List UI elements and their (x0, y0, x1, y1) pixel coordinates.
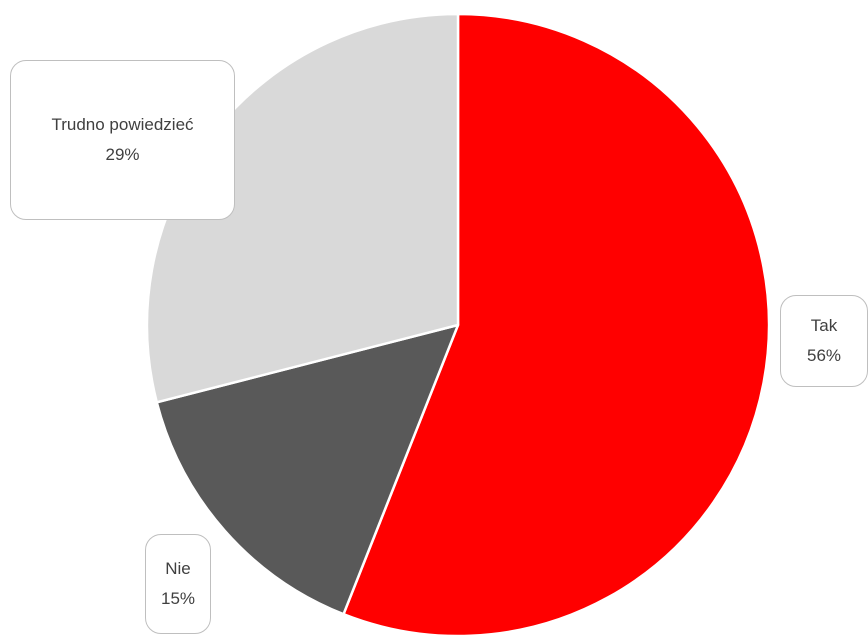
data-label-nie: Nie 15% (145, 534, 211, 634)
pie-slice-tak (342, 12, 771, 638)
data-label-tak: Tak 56% (780, 295, 868, 387)
slice-label-nie: Nie (165, 559, 191, 578)
slice-value-trudno-powiedziec: 29% (105, 145, 140, 164)
data-label-trudno-powiedziec: Trudno powiedzieć 29% (10, 60, 235, 220)
slice-value-nie: 15% (160, 589, 196, 608)
pie-slice-nie (155, 323, 460, 616)
slice-label-tak: Tak (810, 316, 838, 335)
slice-value-tak: 56% (806, 346, 842, 365)
slice-label-trudno-powiedziec: Trudno powiedzieć (51, 115, 194, 134)
